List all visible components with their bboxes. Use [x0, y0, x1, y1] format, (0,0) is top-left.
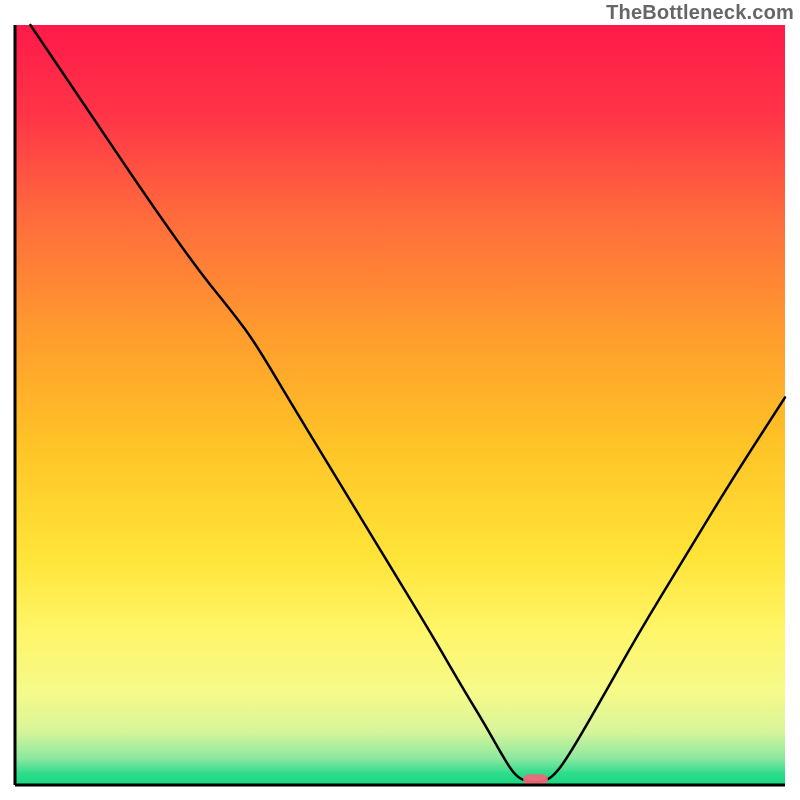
chart-container: TheBottleneck.com [0, 0, 800, 800]
plot-background [15, 25, 785, 785]
optimum-marker [523, 774, 548, 785]
watermark-label: TheBottleneck.com [606, 2, 794, 25]
gradient-line-chart [0, 0, 800, 800]
